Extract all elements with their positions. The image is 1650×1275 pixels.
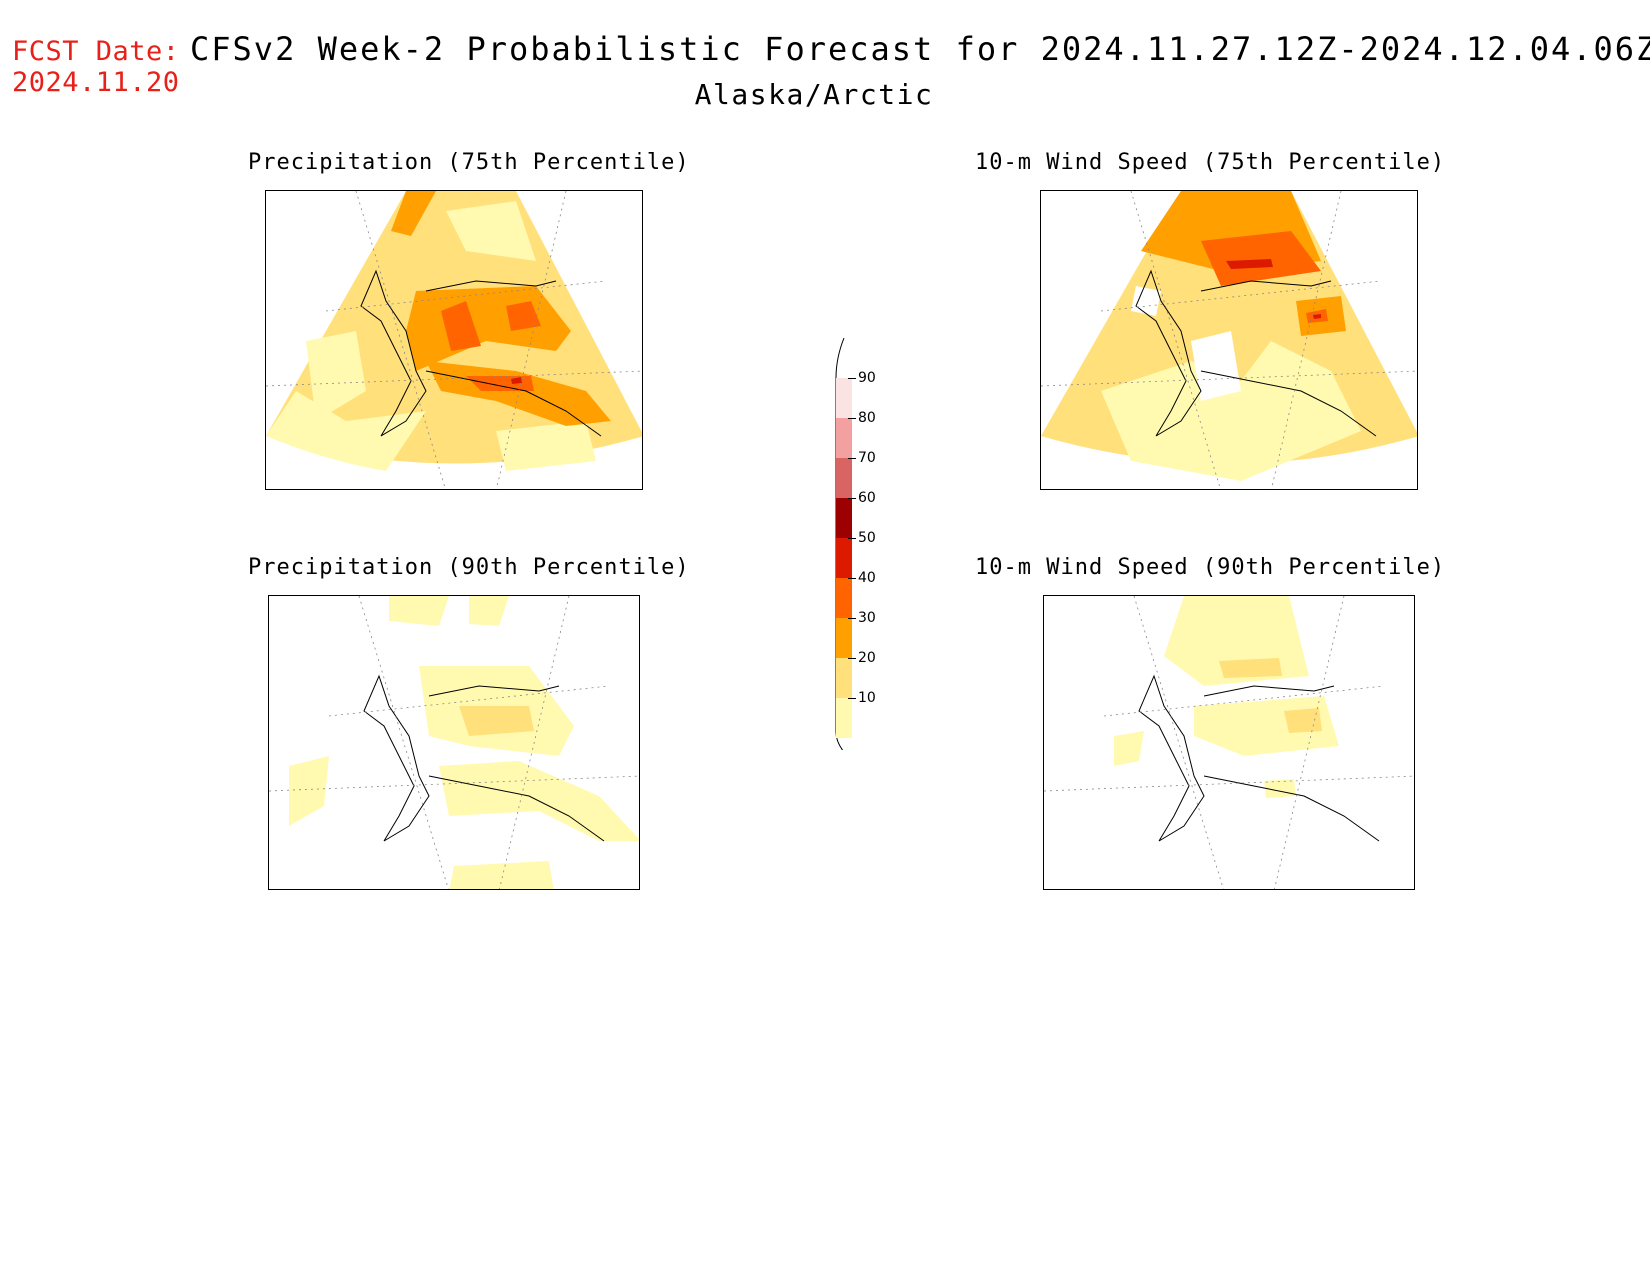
- legend-label-90: 90: [858, 370, 876, 386]
- legend-tick: [848, 658, 856, 659]
- legend-tick: [848, 458, 856, 459]
- legend-label-50: 50: [858, 530, 876, 546]
- legend-swatch-10: [836, 698, 852, 738]
- legend-swatch-60: [836, 498, 852, 538]
- main-title: CFSv2 Week-2 Probabilistic Forecast for …: [190, 30, 1650, 68]
- panel-title-precip-90: Precipitation (90th Percentile): [248, 555, 690, 580]
- map-panel-precip-90[interactable]: [268, 595, 640, 890]
- fcst-label: FCST Date:: [12, 36, 180, 67]
- legend-swatch-90: [836, 378, 852, 418]
- legend-label-80: 80: [858, 410, 876, 426]
- legend-label-60: 60: [858, 490, 876, 506]
- panel-title-wind-90: 10-m Wind Speed (90th Percentile): [975, 555, 1446, 580]
- legend-label-20: 20: [858, 650, 876, 666]
- legend-tick: [848, 378, 856, 379]
- legend-tick: [848, 698, 856, 699]
- legend-swatch-40: [836, 578, 852, 618]
- map-precip-75: [266, 191, 642, 489]
- legend-label-30: 30: [858, 610, 876, 626]
- legend-tick: [848, 418, 856, 419]
- legend-tick: [848, 498, 856, 499]
- legend-label-10: 10: [858, 690, 876, 706]
- legend-tick: [848, 538, 856, 539]
- panel-title-wind-75: 10-m Wind Speed (75th Percentile): [975, 150, 1446, 175]
- map-wind-75: [1041, 191, 1417, 489]
- color-bar-legend: 90 80 70 60 50 40 30 20 10: [820, 330, 900, 750]
- legend-swatch-30: [836, 618, 852, 658]
- legend-tick: [848, 578, 856, 579]
- map-panel-precip-75[interactable]: [265, 190, 643, 490]
- legend-tick: [848, 618, 856, 619]
- map-wind-90: [1044, 596, 1414, 889]
- legend-swatch-70: [836, 458, 852, 498]
- fcst-date-value: 2024.11.20: [12, 67, 180, 98]
- legend-swatch-80: [836, 418, 852, 458]
- map-panel-wind-75[interactable]: [1040, 190, 1418, 490]
- map-precip-90: [269, 596, 639, 889]
- forecast-date: FCST Date: 2024.11.20: [12, 36, 180, 98]
- map-panel-wind-90[interactable]: [1043, 595, 1415, 890]
- panel-title-precip-75: Precipitation (75th Percentile): [248, 150, 690, 175]
- region-subtitle: Alaska/Arctic: [694, 78, 934, 111]
- legend-swatch-20: [836, 658, 852, 698]
- legend-swatch-50: [836, 538, 852, 578]
- legend-label-40: 40: [858, 570, 876, 586]
- legend-label-70: 70: [858, 450, 876, 466]
